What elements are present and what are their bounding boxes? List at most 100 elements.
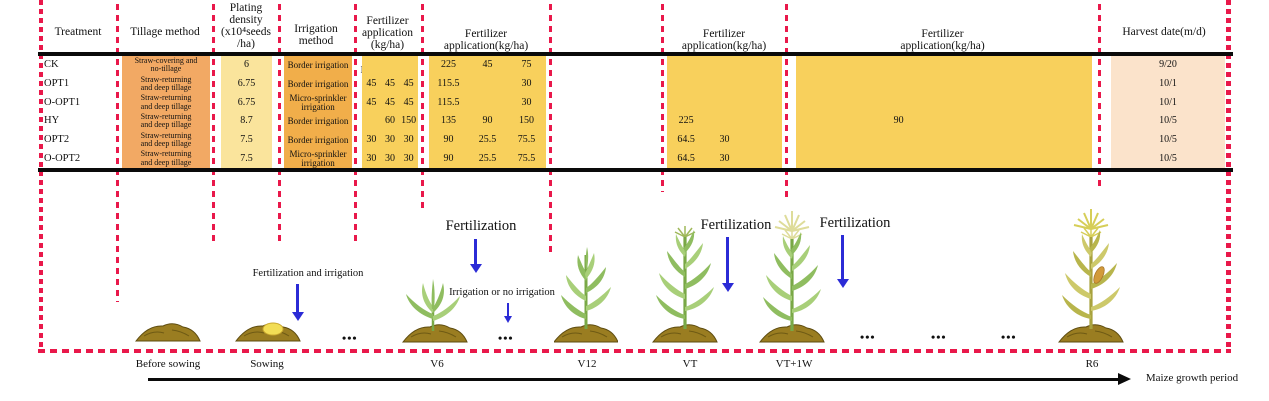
fert-k: 30	[521, 96, 532, 108]
fert3-cell	[667, 93, 782, 112]
fert2-cell: 115.5 30	[429, 75, 546, 94]
fert1-cell: 30 30 30	[362, 149, 418, 168]
fert-k: 30	[403, 152, 414, 164]
table-bottom-rule	[38, 168, 1233, 172]
fert1-cell	[362, 56, 418, 75]
density-cell: 6	[244, 59, 249, 71]
tillage-cell: Straw-returning and deep tillage	[140, 74, 192, 92]
fert2-cell: 225 45 75	[429, 56, 546, 75]
fert2-cell: 90 25.5 75.5	[429, 131, 546, 150]
tillage-cell: Straw-covering and no-tillage	[134, 55, 198, 74]
fert1-cell: 45 45 45	[362, 93, 418, 112]
density-cell: 6.75	[237, 78, 256, 89]
fert-p: 25.5	[478, 134, 497, 146]
harvest-cell: 10/5	[1159, 152, 1177, 164]
fert3-cell: 64.5 30	[667, 131, 782, 150]
irrigation-cell: Border irrigation	[287, 59, 349, 70]
fert-n: 115.5	[437, 78, 460, 89]
frame-bottom-dashed-border	[38, 349, 1231, 353]
fert-k: 45	[403, 96, 414, 108]
fert2-cell: 90 25.5 75.5	[429, 149, 546, 168]
fert-p: 45	[385, 96, 395, 108]
fert3-cell: 64.5 30	[667, 149, 782, 168]
maize-v6-icon	[402, 279, 468, 343]
fert-k: 30	[521, 78, 532, 89]
column-plating-density: 6 6.75 6.75 8.7 7.5 7.5	[221, 56, 272, 168]
divider-density-irrigation	[278, 4, 281, 243]
fert4-cell: 90	[796, 112, 1092, 131]
fert-p: 45	[385, 78, 395, 89]
treatment-cell: O-OPT1	[44, 96, 81, 108]
column-irrigation-method: Border irrigation Border irrigation Micr…	[284, 56, 352, 168]
column-fertilizer-1: 45 45 45 45 45 45 60 150 30 30 30 30 30 30	[362, 56, 418, 168]
fert-p: 60	[385, 115, 395, 127]
down-arrow-icon	[721, 237, 734, 292]
stage-label-vt1w: VT+1W	[775, 358, 813, 370]
irrigation-or-no-irrigation-label: Irrigation or no irrigation	[449, 287, 555, 298]
fert-p: 25.5	[478, 152, 497, 164]
fert-k: 75.5	[517, 152, 536, 164]
ellipsis-dots: •••	[342, 331, 358, 345]
fert-p: 90	[482, 115, 493, 127]
density-cell: 7.5	[240, 134, 253, 146]
fert1-cell: 30 30 30	[362, 131, 418, 150]
divider-fert2-gap	[549, 4, 552, 257]
fertilization-label-vt: Fertilization	[700, 217, 772, 233]
header-fertilizer-1-title: Fertilizer application (kg/ha)	[361, 15, 414, 51]
column-harvest-date: 9/20 10/1 10/1 10/5 10/5 10/5	[1111, 56, 1225, 168]
fert-p	[917, 116, 954, 126]
fert-k: 150	[519, 115, 534, 127]
tillage-cell: Straw-returning and deep tillage	[140, 130, 192, 149]
header-tillage-method: Tillage method	[130, 26, 200, 38]
fert-n: 45	[366, 96, 377, 108]
column-fertilizer-3: 225 64.5 30 64.5 30	[667, 56, 782, 168]
column-treatment: CK OPT1 O-OPT1 HY OPT2 O-OPT2	[44, 56, 116, 168]
harvest-cell: 10/5	[1159, 134, 1177, 146]
fertilization-irrigation-label: Fertilization and irrigation	[252, 268, 364, 279]
growth-period-axis-label: Maize growth period	[1145, 372, 1239, 384]
irrigation-cell: Micro-sprinkler irrigation	[289, 148, 347, 168]
fert4-cell	[796, 131, 1092, 150]
header-fertilizer-4-title: Fertilizer application(kg/ha)	[900, 28, 985, 52]
harvest-cell: 10/1	[1159, 96, 1177, 108]
fert-n: 90	[443, 152, 454, 164]
fert-k: 75.5	[517, 134, 536, 146]
stage-label-v6: V6	[430, 358, 444, 370]
divider-fert1-fert2	[421, 4, 424, 211]
ellipsis-dots: •••	[1001, 330, 1017, 344]
fert2-cell: 135 90 150	[429, 112, 546, 131]
density-cell: 7.5	[240, 152, 253, 164]
treatment-cell: HY	[44, 115, 60, 127]
table-top-rule	[38, 52, 1233, 56]
divider-gap-fert3	[661, 4, 664, 192]
divider-fert4-harvest	[1098, 4, 1101, 190]
treatment-cell: OPT2	[44, 134, 70, 146]
frame-right-dashed-border	[1226, 0, 1231, 353]
soil-mound-before-sowing-icon	[135, 323, 201, 342]
fert-n: 64.5	[677, 152, 695, 164]
fert-p: 30	[719, 134, 730, 146]
ellipsis-dots: •••	[860, 330, 876, 344]
tillage-cell: Straw-returning and deep tillage	[140, 93, 192, 111]
divider-tillage-density	[212, 4, 215, 245]
column-fertilizer-2: 225 45 75 115.5 30 115.5 30 135 90 150 90 25.5 7…	[429, 56, 546, 168]
maize-v12-icon	[554, 247, 618, 343]
fert-n: 135	[441, 115, 456, 127]
header-fertilizer-2-title: Fertilizer application(kg/ha)	[443, 28, 529, 52]
column-tillage-method: Straw-covering and no-tillage Straw-retu…	[122, 56, 210, 168]
harvest-cell: 10/5	[1159, 115, 1177, 127]
fert-p: 30	[385, 152, 395, 164]
fert3-cell	[667, 75, 782, 94]
fert-k: 30	[403, 134, 414, 146]
ellipsis-dots: •••	[498, 331, 514, 345]
tillage-cell: Straw-returning and deep tillage	[140, 149, 192, 167]
irrigation-cell: Border irrigation	[287, 134, 349, 145]
fert-k: 45	[403, 78, 414, 89]
fert-k: 150	[401, 115, 417, 127]
fert-k: 75	[521, 59, 532, 71]
tillage-cell: Straw-returning and deep tillage	[140, 111, 192, 130]
growth-period-arrowhead-icon	[1118, 373, 1131, 385]
fert-k	[955, 116, 992, 126]
fert-n: 90	[443, 134, 454, 146]
irrigation-cell: Border irrigation	[287, 115, 349, 126]
